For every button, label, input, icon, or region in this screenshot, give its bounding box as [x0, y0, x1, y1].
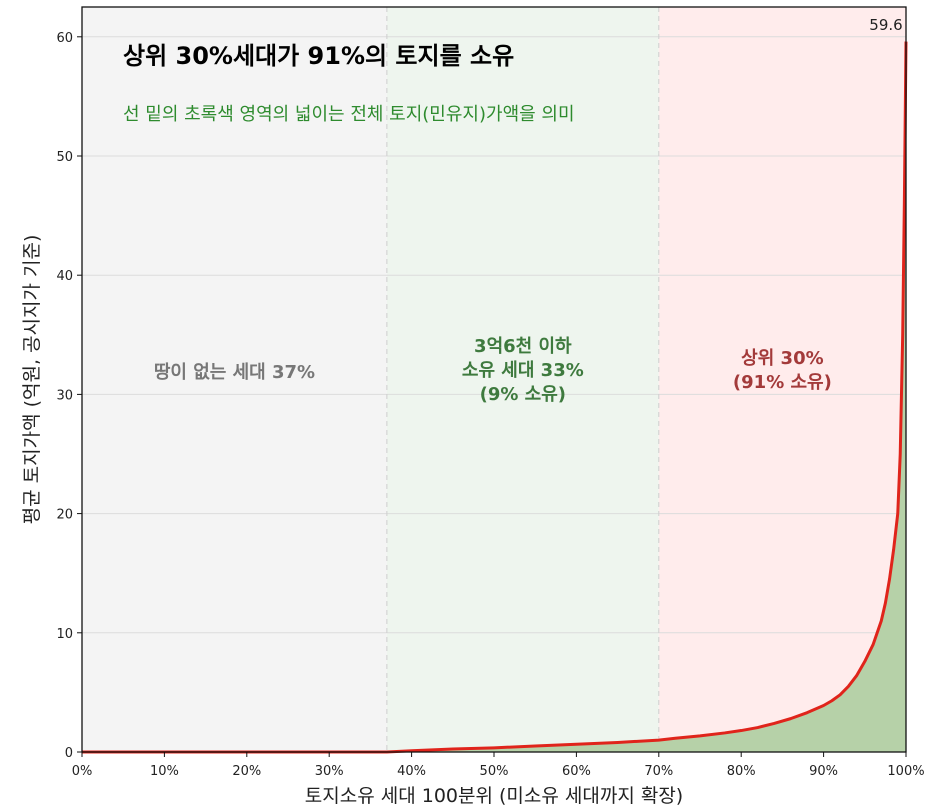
x-tick-label: 80% — [727, 764, 756, 779]
region-label-top-30: 상위 30% (91% 소유) — [733, 348, 832, 393]
region-label-line: 소유 세대 33% — [462, 360, 584, 381]
x-tick-label: 90% — [809, 764, 838, 779]
region-label-line: 상위 30% — [741, 348, 823, 369]
y-tick-label: 50 — [56, 150, 73, 165]
region-small-owners — [386, 7, 659, 752]
y-axis-ticks: 0 10 20 30 40 50 60 — [56, 31, 82, 761]
x-tick-label: 100% — [887, 764, 924, 779]
x-tick-label: 10% — [150, 764, 179, 779]
region-label-line: 땅이 없는 세대 37% — [154, 362, 315, 383]
y-tick-label: 10 — [56, 627, 73, 642]
y-tick-label: 40 — [56, 269, 73, 284]
x-axis-label: 토지소유 세대 100분위 (미소유 세대까지 확장) — [305, 785, 683, 807]
x-tick-label: 70% — [644, 764, 673, 779]
region-label-line: (9% 소유) — [480, 384, 566, 405]
x-tick-label: 40% — [397, 764, 426, 779]
series-line — [82, 41, 908, 754]
x-axis-ticks: 0% 10% 20% 30% 40% 50% 60% 70% 80% 90% 100% — [72, 752, 925, 779]
x-tick-label: 30% — [315, 764, 344, 779]
area-layer — [82, 41, 908, 754]
region-top-30 — [658, 7, 906, 752]
y-axis-label: 평균 토지가액 (억원, 공시지가 기준) — [21, 235, 43, 525]
x-tick-label: 0% — [72, 764, 93, 779]
x-tick-label: 20% — [232, 764, 261, 779]
region-label-no-land: 땅이 없는 세대 37% — [154, 362, 315, 383]
x-tick-label: 50% — [480, 764, 509, 779]
region-label-line: (91% 소유) — [733, 372, 832, 393]
chart-subtitle: 선 밑의 초록색 영역의 넓이는 전체 토지(민유지)가액을 의미 — [123, 104, 575, 125]
x-tick-label: 60% — [562, 764, 591, 779]
region-label-line: 3억6천 이하 — [474, 336, 572, 357]
shaded-regions — [82, 7, 906, 752]
y-tick-label: 20 — [56, 508, 73, 523]
region-no-land — [82, 7, 387, 752]
y-tick-label: 0 — [65, 746, 73, 761]
peak-value-label: 59.6 — [869, 16, 902, 34]
gridlines — [82, 7, 906, 752]
y-tick-label: 30 — [56, 388, 73, 403]
chart-title: 상위 30%세대가 91%의 토지를 소유 — [123, 42, 514, 70]
y-tick-label: 60 — [56, 31, 73, 46]
